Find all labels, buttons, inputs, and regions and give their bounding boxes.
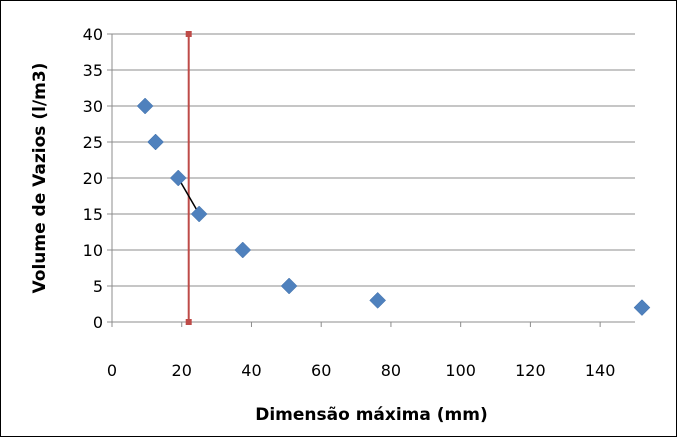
x-tick-label-120: 120 [515,361,546,380]
x-axis-title: Dimensão máxima (mm) [255,405,488,425]
data-point-0-1 [147,133,164,151]
x-tick-label-60: 60 [311,361,331,380]
y-tick-label-20: 20 [83,169,103,188]
x-tick-label-100: 100 [445,361,476,380]
reference-line-marker-top [185,31,192,37]
x-tick-label-40: 40 [241,361,261,380]
data-point-0-7 [633,299,651,316]
x-tick-label-140: 140 [585,361,616,380]
data-point-0-2 [169,169,187,187]
y-tick-label-40: 40 [83,25,103,44]
interpolation-segment [177,177,200,215]
y-tick-label-15: 15 [83,205,103,224]
data-point-0-0 [136,97,154,115]
y-tick-label-35: 35 [83,61,103,80]
y-tick-label-25: 25 [83,133,103,152]
y-tick-label-10: 10 [83,241,103,260]
x-tick-label-0: 0 [107,361,117,380]
data-point-0-6 [369,292,387,309]
y-tick-label-5: 5 [93,277,103,296]
data-point-0-4 [234,241,252,259]
x-tick-label-80: 80 [381,361,401,380]
y-tick-label-0: 0 [93,313,103,332]
x-tick-label-20: 20 [172,361,192,380]
y-tick-label-30: 30 [83,97,103,116]
data-point-0-3 [190,205,208,223]
y-axis-title: Volume de Vazios (l/m3) [30,63,50,294]
reference-line-marker-bottom [185,319,192,325]
data-point-0-5 [280,277,298,295]
